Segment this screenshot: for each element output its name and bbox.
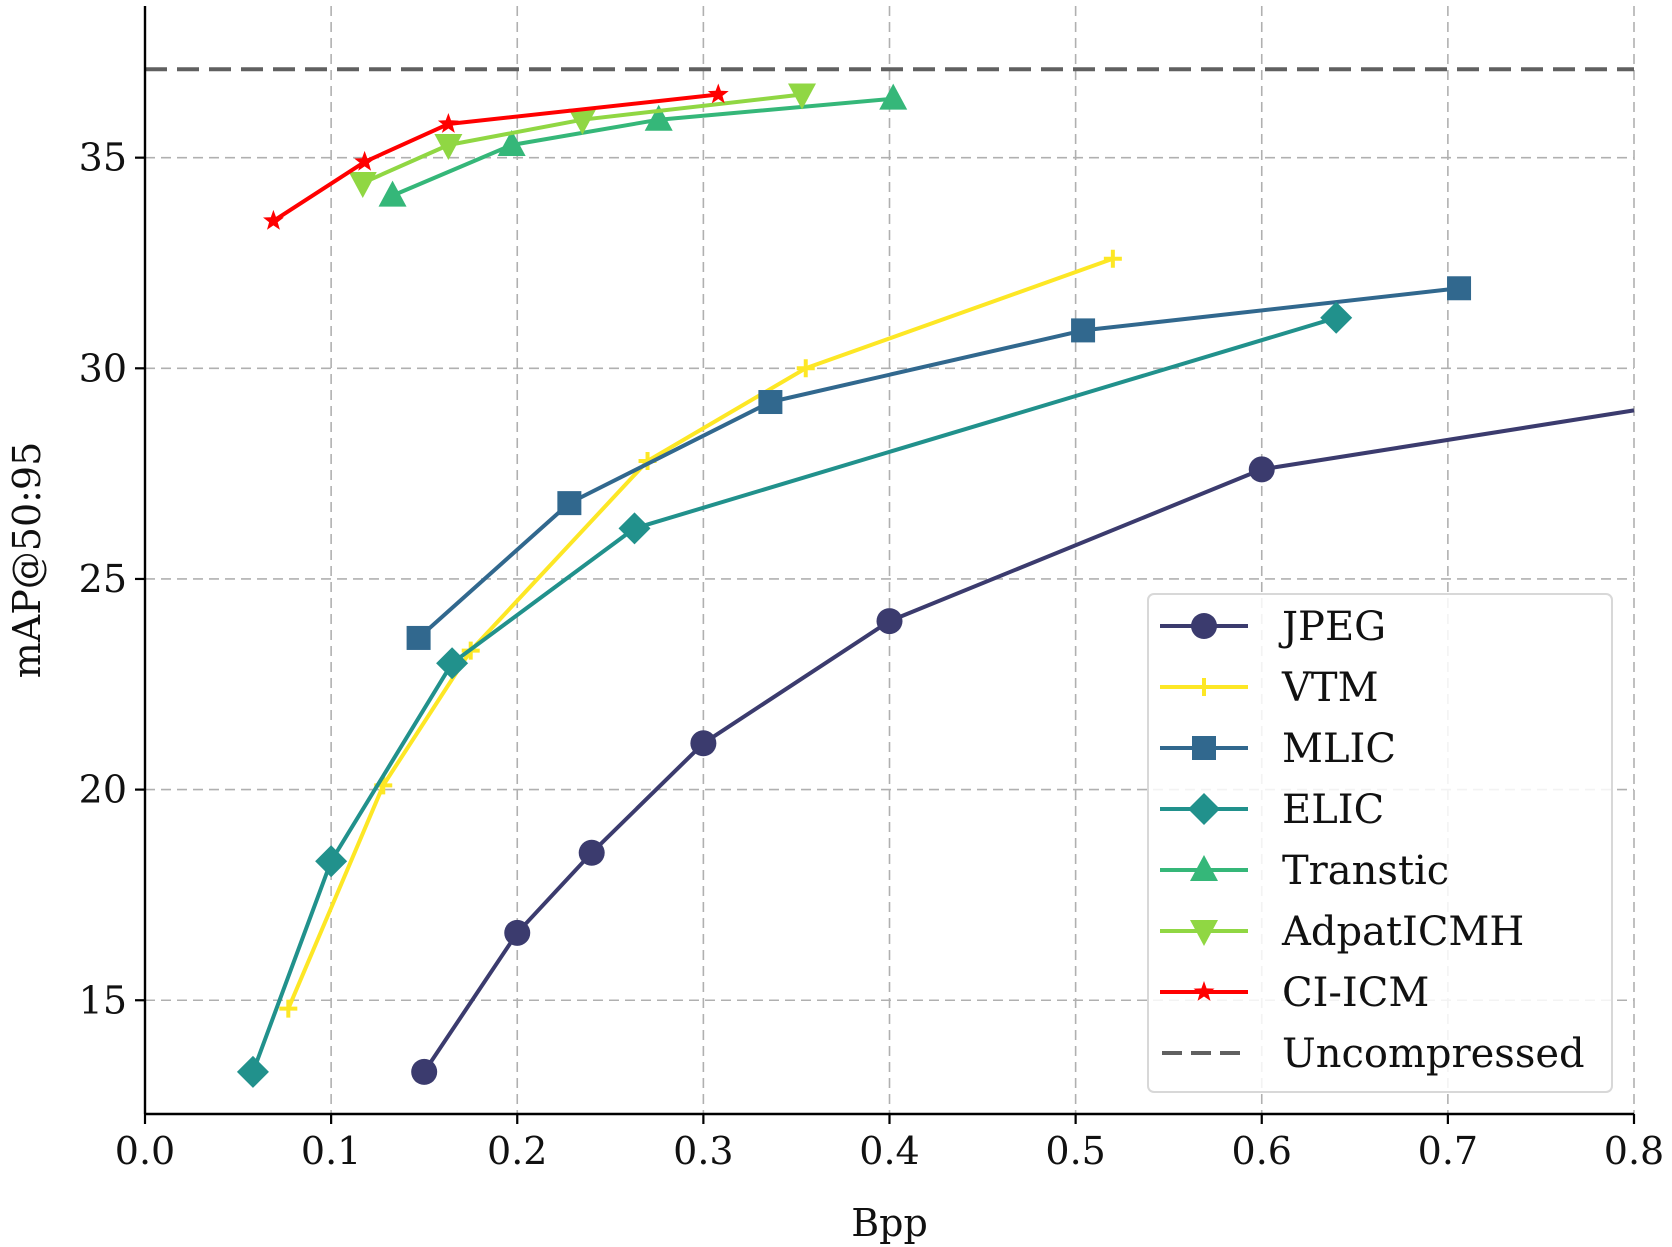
series-ci-icm: [263, 83, 729, 230]
series-vtm: [279, 249, 1122, 1018]
legend-label: Transtic: [1282, 848, 1449, 894]
data-point-vtm: [796, 359, 815, 378]
data-point-elic: [618, 512, 651, 545]
x-tick-label: 0.2: [487, 1129, 547, 1173]
x-tick-label: 0.3: [673, 1129, 733, 1173]
data-point-ci-icm: [707, 83, 729, 104]
data-point-mlic: [758, 390, 783, 415]
data-point-vtm: [1103, 249, 1122, 268]
data-point-jpeg: [411, 1058, 438, 1085]
data-point-jpeg: [876, 608, 903, 635]
x-axis-label: Bpp: [851, 1201, 928, 1245]
data-point-elic: [436, 647, 469, 680]
data-point-elic: [1320, 301, 1353, 334]
legend-entry: Uncompressed: [1162, 1031, 1585, 1077]
data-point-adpaticmh: [434, 134, 463, 161]
legend-label: CI-ICM: [1282, 970, 1429, 1016]
data-point-mlic: [1071, 318, 1096, 343]
legend-label: MLIC: [1282, 726, 1396, 772]
y-tick-label: 25: [79, 557, 127, 601]
y-tick-label: 30: [79, 346, 127, 390]
legend-marker: [1193, 981, 1215, 1001]
legend-entry: CI-ICM: [1160, 970, 1429, 1016]
legend-marker: [1192, 736, 1216, 760]
data-point-ci-icm: [263, 209, 284, 230]
legend-entry: ELIC: [1160, 787, 1384, 833]
data-point-mlic: [1447, 276, 1472, 301]
legend-label: AdpatICMH: [1281, 909, 1524, 955]
legend-entry: Transtic: [1160, 848, 1449, 894]
y-axis-label: mAP@50:95: [5, 442, 49, 679]
data-point-ci-icm: [354, 150, 376, 171]
x-tick-label: 0.4: [859, 1129, 919, 1173]
legend-label: Uncompressed: [1282, 1031, 1585, 1077]
axes: 0.0 0.1 0.2 0.3 0.4 0.5 0.6 0.7 0.8 15 20 25 30 35: [79, 6, 1664, 1173]
x-tick-label: 0.5: [1045, 1129, 1105, 1173]
data-point-transtic: [378, 180, 407, 207]
x-tick-label: 0.6: [1232, 1129, 1292, 1173]
data-point-adpaticmh: [348, 171, 377, 198]
legend: JPEG VTM MLIC ELIC Transtic AdpatICMH CI-ICM Un…: [1147, 593, 1613, 1093]
legend-entry: AdpatICMH: [1160, 909, 1524, 955]
legend-entry: VTM: [1160, 665, 1379, 711]
x-tick-label: 0.8: [1604, 1129, 1664, 1173]
data-point-vtm: [279, 999, 298, 1018]
data-point-jpeg: [504, 919, 531, 946]
series-mlic: [406, 276, 1472, 650]
data-point-elic: [236, 1055, 269, 1088]
series-line-transtic: [391, 96, 894, 198]
series-jpeg: [411, 408, 1635, 1085]
series-transtic: [378, 83, 908, 207]
series-line-vtm: [286, 256, 1114, 1010]
data-point-jpeg: [690, 730, 717, 757]
legend-marker: [1190, 920, 1218, 946]
legend-label: VTM: [1281, 665, 1379, 711]
data-point-transtic: [644, 104, 673, 131]
y-tick-label: 15: [79, 978, 127, 1022]
series-line-ci-icm: [272, 92, 719, 223]
legend-box: [1147, 593, 1613, 1093]
y-tick-label: 20: [79, 768, 127, 812]
data-point-ci-icm: [437, 113, 459, 133]
x-tick-label: 0.1: [301, 1129, 361, 1173]
data-point-jpeg: [578, 839, 605, 866]
legend-entry: MLIC: [1160, 726, 1396, 772]
y-tick-label: 35: [79, 136, 127, 180]
grid: [144, 6, 1635, 1114]
data-point-mlic: [406, 625, 431, 650]
series-adpaticmh: [348, 83, 817, 198]
series-elic: [236, 301, 1353, 1088]
x-tick-label: 0.7: [1418, 1129, 1478, 1173]
data-point-adpaticmh: [568, 108, 597, 135]
series-layer: [236, 83, 1635, 1088]
legend-marker: [1188, 793, 1220, 825]
data-point-elic: [315, 845, 348, 878]
x-tick-label: 0.0: [115, 1129, 175, 1173]
data-point-jpeg: [1248, 456, 1275, 483]
legend-marker: [1195, 678, 1213, 696]
data-point-transtic: [879, 83, 908, 110]
legend-entry: JPEG: [1160, 604, 1386, 650]
data-point-adpaticmh: [788, 83, 817, 110]
data-point-mlic: [557, 491, 582, 516]
series-line-adpaticmh: [361, 92, 803, 185]
legend-label: ELIC: [1282, 787, 1384, 833]
legend-label: JPEG: [1278, 604, 1386, 650]
legend-marker: [1190, 855, 1218, 881]
legend-marker: [1191, 613, 1217, 639]
data-point-transtic: [497, 130, 526, 157]
